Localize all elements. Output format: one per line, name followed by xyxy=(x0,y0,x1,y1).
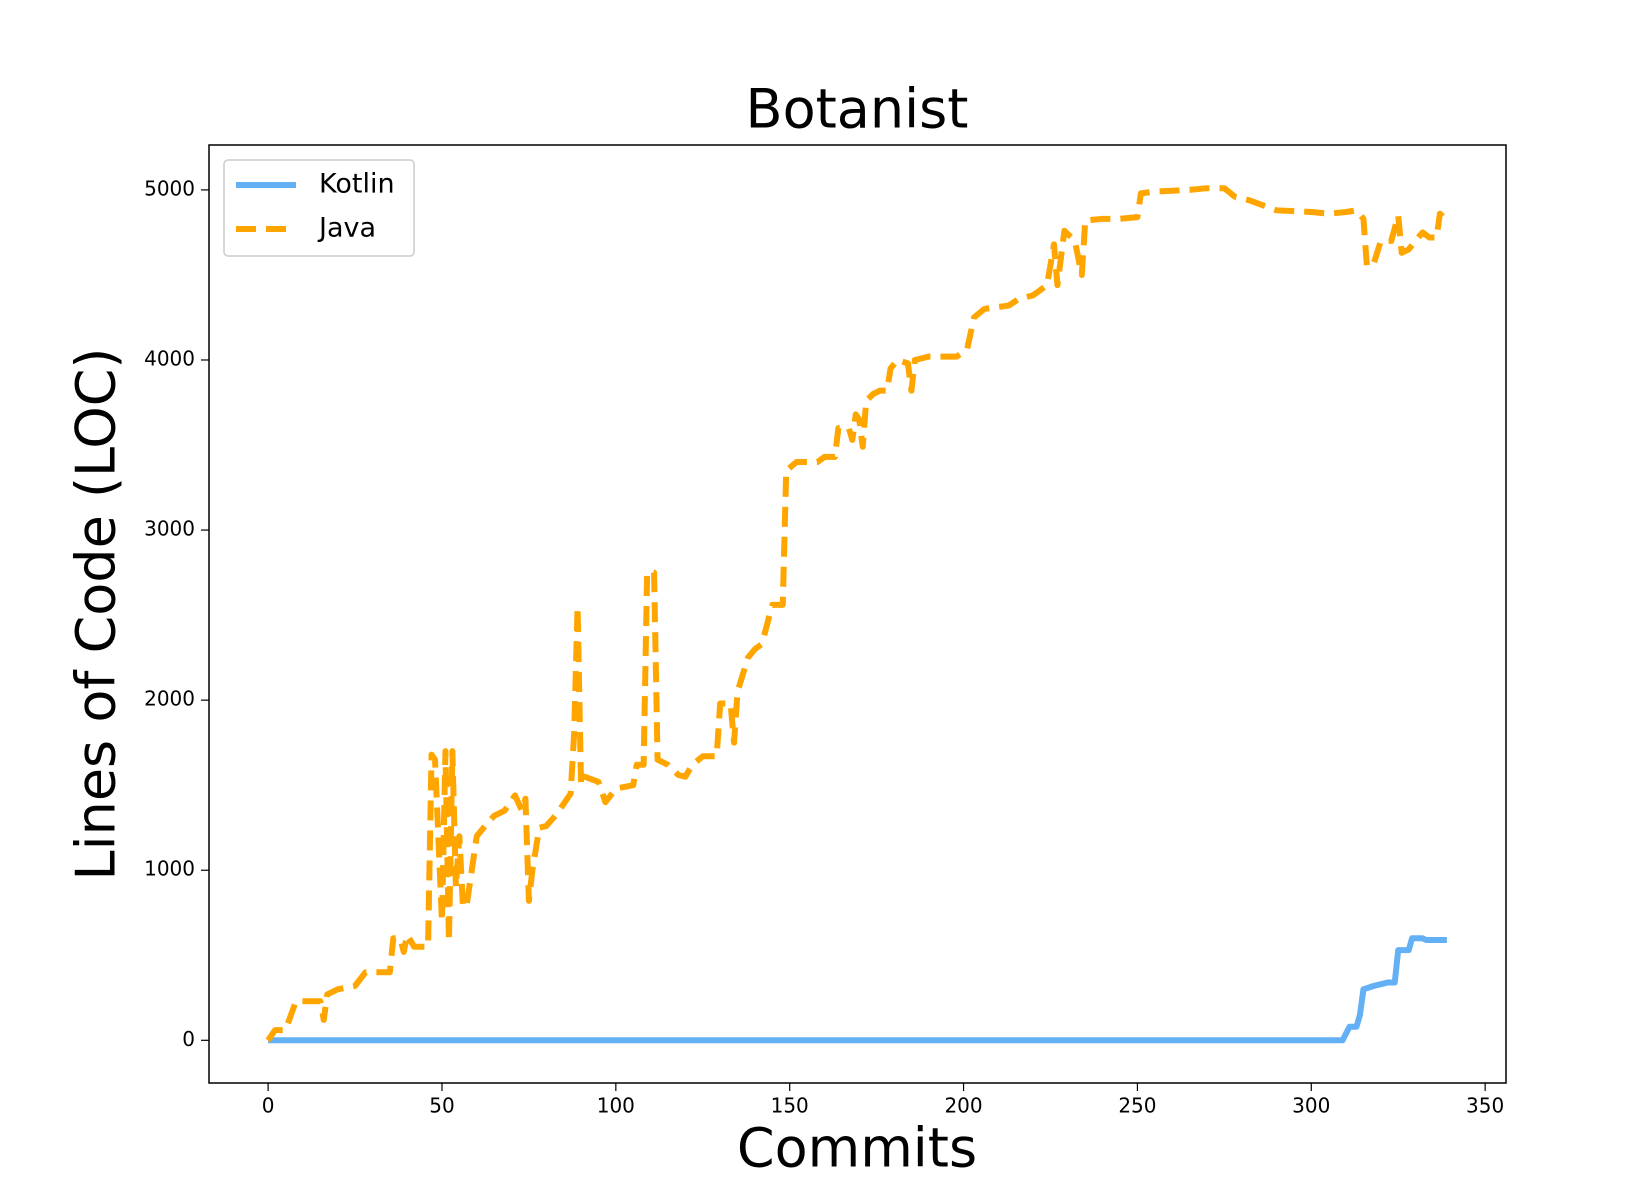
y-axis-label: Lines of Code (LOC) xyxy=(65,348,128,881)
x-tick-label: 100 xyxy=(597,1094,635,1118)
line-series xyxy=(268,935,1447,1044)
x-tick-label: 0 xyxy=(262,1094,275,1118)
line-series xyxy=(265,185,1449,1042)
legend-label: Kotlin xyxy=(319,169,395,200)
y-tick-label: 3000 xyxy=(144,517,195,541)
plot-frame xyxy=(208,144,1507,1084)
legend-label: Java xyxy=(317,213,376,244)
x-axis-label: Commits xyxy=(737,1117,977,1180)
x-tick-label: 200 xyxy=(944,1094,982,1118)
y-tick-label: 4000 xyxy=(144,346,195,370)
y-tick-label: 5000 xyxy=(144,176,195,200)
y-tick-label: 1000 xyxy=(144,857,195,881)
y-tick-label: 0 xyxy=(182,1027,195,1051)
x-tick-label: 50 xyxy=(429,1094,454,1118)
chart-title: Botanist xyxy=(746,78,969,141)
x-tick-label: 250 xyxy=(1118,1094,1156,1118)
x-tick-label: 350 xyxy=(1466,1094,1504,1118)
y-tick-label: 2000 xyxy=(144,687,195,711)
x-tick-label: 300 xyxy=(1292,1094,1330,1118)
x-tick-label: 150 xyxy=(771,1094,809,1118)
